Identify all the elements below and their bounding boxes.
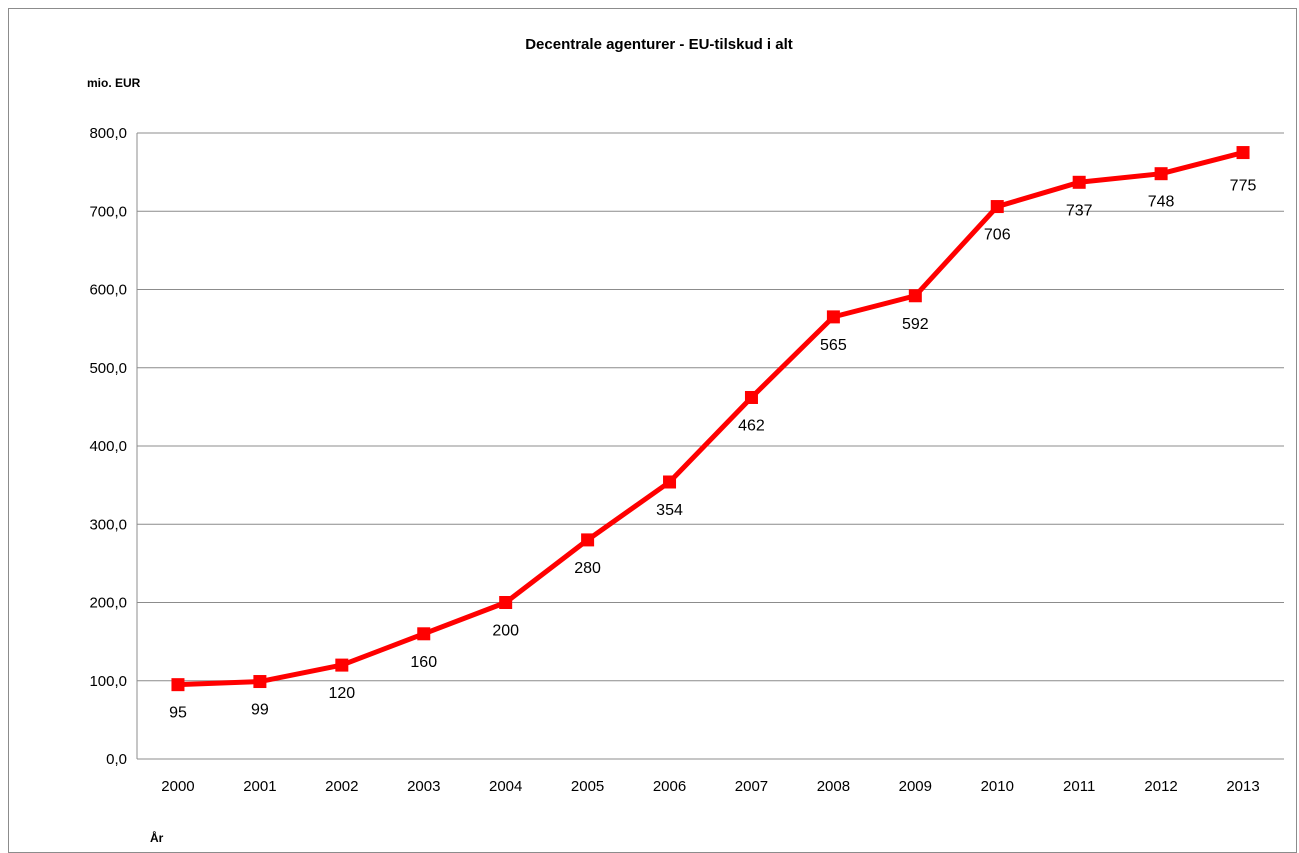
x-tick-label: 2005 xyxy=(571,778,604,795)
data-point-2003 xyxy=(417,627,431,641)
data-label-2006: 354 xyxy=(656,502,683,519)
x-tick-label: 2002 xyxy=(325,778,358,795)
y-axis-ticks: 0,0 100,0 200,0 300,0 400,0 500,0 600,0 700,0 80… xyxy=(89,125,127,768)
x-tick-label: 2011 xyxy=(1063,778,1095,795)
chart-title: Decentrale agenturer - EU-tilskud i alt xyxy=(525,36,793,53)
data-label-2005: 280 xyxy=(574,560,601,577)
x-tick-label: 2012 xyxy=(1144,778,1177,795)
y-tick-label: 400,0 xyxy=(89,438,127,455)
data-label-2012: 748 xyxy=(1148,194,1175,211)
series-line-0 xyxy=(177,150,1244,688)
data-point-2010 xyxy=(990,200,1004,214)
data-label-2013: 775 xyxy=(1230,178,1257,195)
series-line xyxy=(177,150,1244,688)
data-point-2009 xyxy=(908,289,922,303)
chart-area: Decentrale agenturer - EU-tilskud i alt … xyxy=(8,8,1297,853)
data-point-2007 xyxy=(744,390,758,404)
x-tick-label: 2004 xyxy=(489,778,522,795)
data-label-2001: 99 xyxy=(251,702,269,719)
data-label-2010: 706 xyxy=(984,227,1011,244)
data-point-2006 xyxy=(663,475,677,489)
x-tick-label: 2008 xyxy=(817,778,850,795)
y-tick-label: 300,0 xyxy=(89,516,127,533)
data-label-2008: 565 xyxy=(820,337,847,354)
data-point-2011 xyxy=(1072,175,1086,189)
data-point-2013 xyxy=(1236,146,1250,160)
x-tick-label: 2001 xyxy=(243,778,276,795)
x-tick-label: 2007 xyxy=(735,778,768,795)
data-label-2002: 120 xyxy=(328,685,355,702)
data-point-2008 xyxy=(826,310,840,324)
data-point-2005 xyxy=(581,533,595,547)
x-tick-label: 2006 xyxy=(653,778,686,795)
x-tick-label: 2003 xyxy=(407,778,440,795)
x-axis-ticks: 2000 2001 2002 2003 2004 2005 2006 2007 2008 2009… xyxy=(161,778,1259,795)
data-point-2012 xyxy=(1154,167,1168,181)
y-tick-label: 200,0 xyxy=(89,595,127,612)
gridlines xyxy=(136,132,1284,760)
x-tick-label: 2009 xyxy=(899,778,932,795)
data-label-2004: 200 xyxy=(492,623,519,640)
data-labels: 95 99 120 160 200 280 354 462 565 592 706 737 748 775 xyxy=(169,178,1256,722)
y-tick-label: 500,0 xyxy=(89,360,127,377)
data-label-2000: 95 xyxy=(169,705,187,722)
y-tick-label: 100,0 xyxy=(89,673,127,690)
data-label-2011: 737 xyxy=(1066,202,1093,219)
data-label-2009: 592 xyxy=(902,316,929,333)
x-tick-label: 2013 xyxy=(1226,778,1259,795)
line-chart: Decentrale agenturer - EU-tilskud i alt … xyxy=(87,36,1284,845)
data-label-2007: 462 xyxy=(738,417,765,434)
x-tick-label: 2000 xyxy=(161,778,194,795)
data-label-2003: 160 xyxy=(410,654,437,671)
data-point-2002 xyxy=(335,658,349,672)
series-markers xyxy=(171,146,1250,692)
y-tick-label: 0,0 xyxy=(106,751,127,768)
y-axis-title: mio. EUR xyxy=(87,76,141,90)
data-point-2000 xyxy=(171,678,185,692)
y-tick-label: 600,0 xyxy=(89,282,127,299)
y-tick-label: 700,0 xyxy=(89,203,127,220)
data-point-2004 xyxy=(499,596,513,609)
x-axis-title: År xyxy=(150,830,164,845)
x-tick-label: 2010 xyxy=(981,778,1014,795)
data-point-2001 xyxy=(253,675,267,689)
y-tick-label: 800,0 xyxy=(89,125,127,142)
